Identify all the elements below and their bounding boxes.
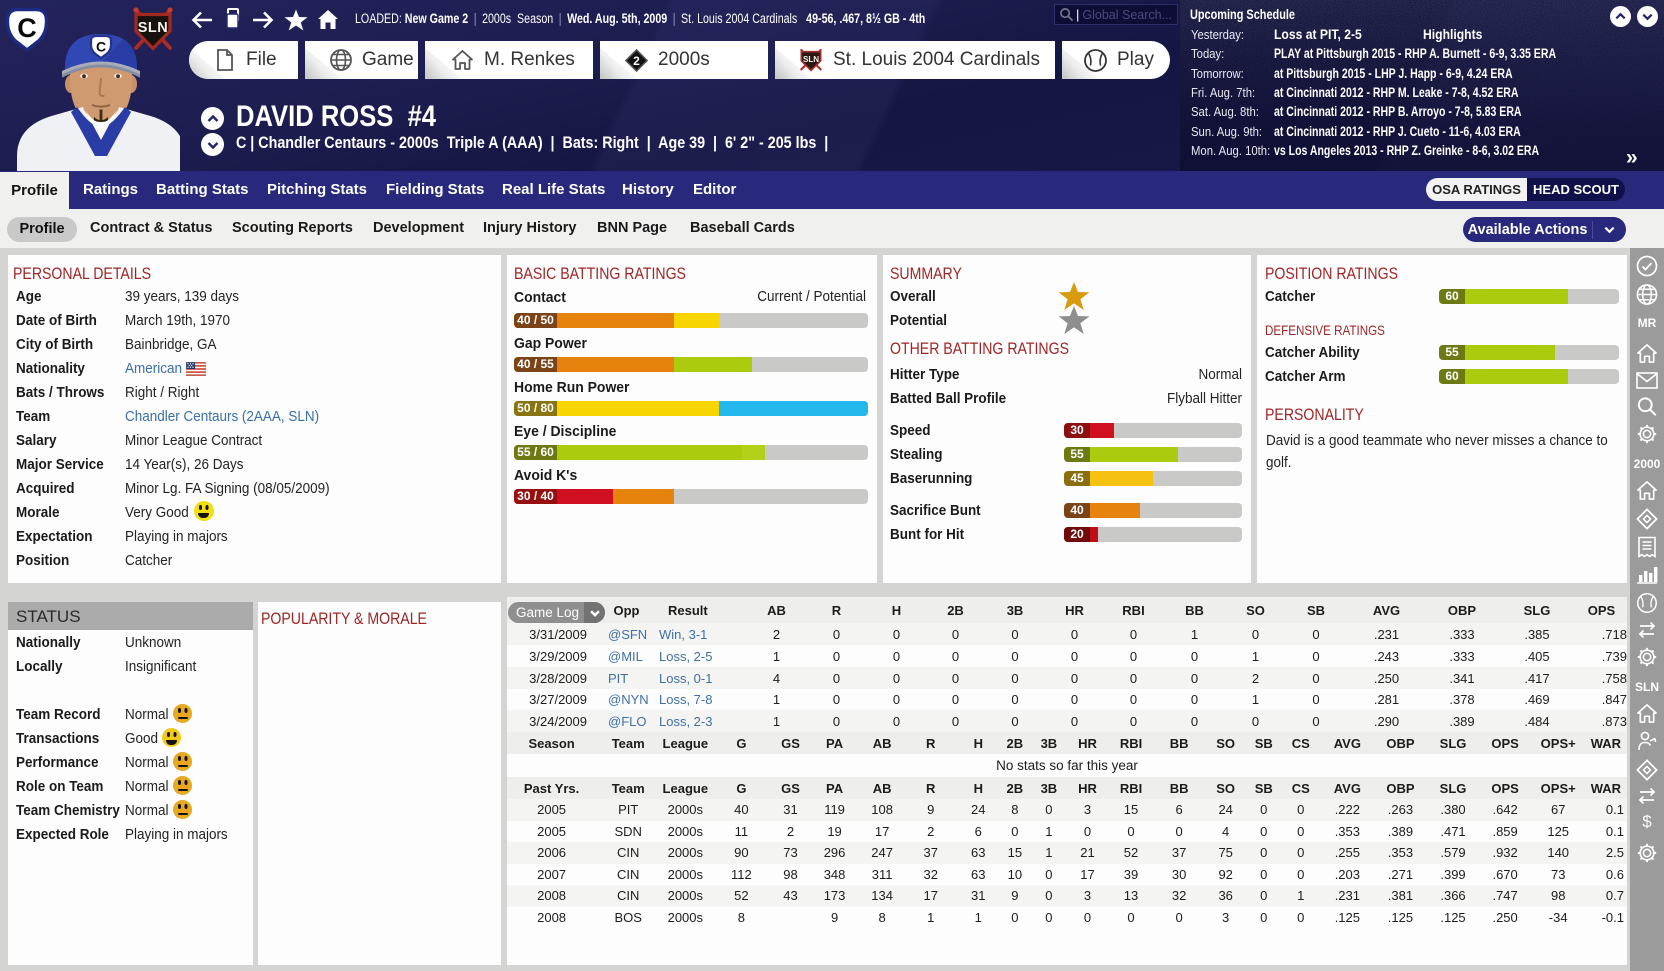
svg-text:SLN: SLN bbox=[803, 55, 819, 64]
svg-text:C: C bbox=[17, 13, 37, 43]
svg-text:SLN: SLN bbox=[138, 20, 169, 36]
svg-text:2: 2 bbox=[633, 54, 640, 68]
svg-text:C: C bbox=[96, 39, 106, 55]
